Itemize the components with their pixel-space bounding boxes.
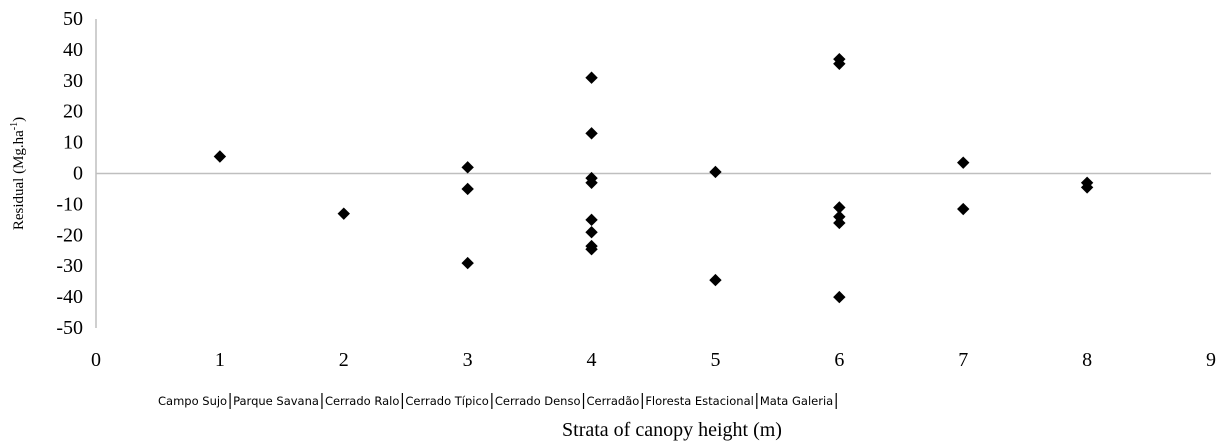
scatter-point bbox=[957, 156, 970, 169]
x-tick-label: 7 bbox=[958, 349, 968, 371]
x-tick-label: 2 bbox=[339, 349, 349, 371]
strata-label: Cerrado Típico bbox=[405, 394, 488, 408]
scatter-point bbox=[585, 127, 598, 140]
y-tick-label: 0 bbox=[73, 163, 83, 185]
scatter-points bbox=[213, 52, 1094, 304]
y-tick-label: -40 bbox=[56, 286, 83, 308]
y-tick-label: 20 bbox=[63, 101, 83, 123]
y-tick-label: -50 bbox=[56, 317, 83, 339]
scatter-point bbox=[833, 290, 846, 304]
scatter-point bbox=[709, 273, 722, 287]
scatter-point bbox=[461, 256, 474, 270]
scatter-point bbox=[833, 201, 846, 214]
x-tick-label: 0 bbox=[91, 349, 101, 371]
scatter-point bbox=[833, 57, 846, 71]
x-tick-label: 5 bbox=[710, 349, 720, 371]
strata-label: Campo Sujo bbox=[158, 394, 227, 408]
strata-label: Mata Galeria bbox=[760, 394, 833, 408]
x-tick-label: 3 bbox=[463, 349, 473, 371]
strata-label: Cerrado Denso bbox=[495, 394, 581, 408]
strata-label: Parque Savana bbox=[233, 394, 319, 408]
y-tick-label: 40 bbox=[63, 39, 83, 61]
x-tick-label: 1 bbox=[215, 349, 225, 371]
y-tick-label: 10 bbox=[63, 132, 83, 154]
scatter-point bbox=[585, 176, 598, 189]
y-axis-tick-labels: 50 40 30 20 10 0 -10 -20 -30 -40 -50 bbox=[56, 8, 83, 339]
scatter-point bbox=[957, 202, 970, 216]
y-tick-label: 30 bbox=[63, 70, 83, 92]
y-axis-title-close: ) bbox=[11, 117, 27, 122]
y-tick-label: -30 bbox=[56, 255, 83, 277]
scatter-point bbox=[213, 150, 227, 163]
strata-label: Floresta Estacional bbox=[645, 394, 754, 408]
x-axis-title: Strata of canopy height (m) bbox=[562, 419, 782, 441]
scatter-point bbox=[461, 182, 474, 196]
scatter-point bbox=[1080, 181, 1094, 194]
scatter-point bbox=[585, 213, 598, 227]
y-axis-title-superscript: -1 bbox=[9, 122, 20, 130]
strata-label: Cerradão bbox=[587, 394, 640, 408]
scatter-point bbox=[461, 161, 474, 174]
x-axis-tick-labels: 0 1 2 3 4 5 6 7 8 9 bbox=[91, 349, 1216, 371]
x-tick-label: 6 bbox=[834, 349, 844, 371]
y-tick-label: -20 bbox=[56, 224, 83, 246]
y-tick-label: 50 bbox=[63, 8, 83, 30]
scatter-point bbox=[709, 165, 722, 179]
scatter-point bbox=[833, 216, 846, 230]
x-tick-label: 8 bbox=[1082, 349, 1092, 371]
strata-labels: Campo Sujo Parque Savana Cerrado Ralo Cerra… bbox=[158, 393, 837, 409]
strata-label: Cerrado Ralo bbox=[325, 394, 399, 408]
scatter-point bbox=[585, 226, 598, 239]
scatter-point bbox=[337, 207, 350, 220]
y-axis-title: Residual (Mg.ha-1) bbox=[9, 117, 27, 230]
x-tick-label: 4 bbox=[587, 349, 597, 371]
x-tick-label: 9 bbox=[1206, 349, 1216, 371]
scatter-point bbox=[585, 71, 598, 84]
y-tick-label: -10 bbox=[56, 193, 83, 215]
scatter-point bbox=[585, 243, 598, 256]
